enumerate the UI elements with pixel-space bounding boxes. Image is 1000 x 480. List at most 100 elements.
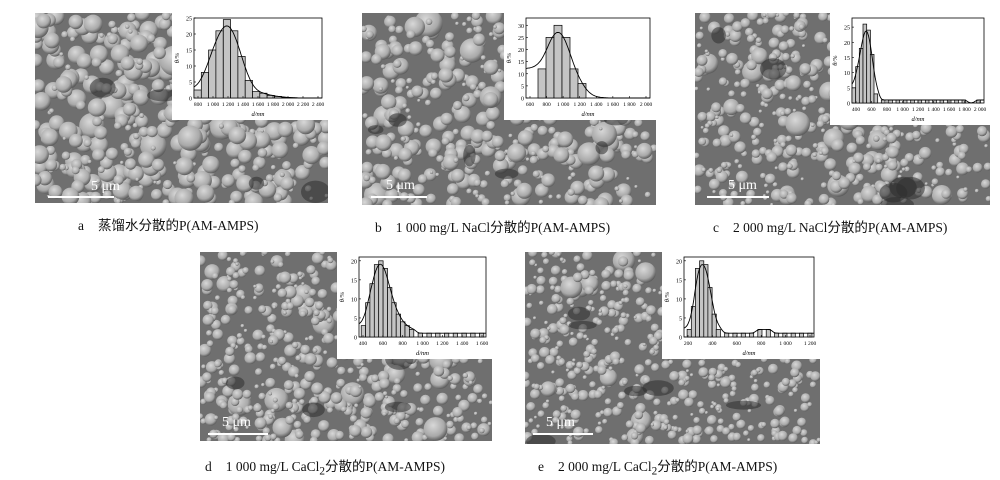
sem-particle [772, 111, 777, 116]
caption-letter: a [78, 218, 84, 233]
sem-particle [404, 438, 409, 441]
sem-particle [810, 123, 815, 127]
sem-particle [401, 419, 410, 429]
sem-particle [526, 402, 536, 412]
sem-particle [785, 135, 792, 142]
sem-particle [35, 92, 51, 111]
sem-particle [271, 141, 289, 159]
x-tick-label: 2 400 [312, 102, 325, 108]
sem-particle [528, 418, 534, 424]
sem-particle [548, 276, 558, 286]
sem-particle [151, 79, 165, 93]
sem-particle [555, 378, 565, 388]
sem-particle [299, 399, 305, 405]
sem-particle [618, 357, 625, 364]
sem-particle [218, 123, 224, 129]
x-tick-label: 1 000 [416, 341, 429, 347]
sem-particle [380, 64, 386, 69]
sem-particle [391, 389, 397, 396]
sem-particle [618, 256, 629, 267]
sem-particle [395, 25, 404, 34]
sem-particle [244, 345, 253, 354]
histogram-bar [378, 260, 384, 338]
sem-particle [83, 138, 92, 147]
sem-particle [473, 179, 481, 187]
x-tick-label: 2 200 [297, 102, 310, 108]
histogram-bar [382, 268, 388, 338]
sem-particle [150, 145, 156, 151]
caption-suffix: 分散的P(AM-AMPS) [657, 459, 778, 474]
y-tick-label: 10 [844, 71, 850, 77]
sem-particle [230, 342, 236, 349]
sem-particle [135, 177, 139, 182]
sem-particle [957, 151, 966, 160]
sem-particle [737, 164, 743, 169]
sem-particle [418, 407, 424, 413]
sem-particle [311, 252, 324, 265]
sem-particle [751, 138, 760, 146]
sem-particle [668, 359, 674, 365]
sem-particle [618, 391, 626, 400]
y-tick-label: 0 [679, 336, 682, 342]
sem-particle [554, 285, 562, 294]
sem-particle [300, 344, 311, 355]
sem-particle [818, 13, 828, 22]
y-tick-label: 5 [521, 84, 524, 90]
sem-void [568, 320, 597, 330]
sem-particle [254, 417, 267, 430]
sem-particle [480, 64, 485, 69]
sem-particle [253, 284, 257, 288]
sem-particle [551, 293, 561, 304]
sem-particle [599, 410, 605, 415]
sem-particle [838, 177, 851, 190]
y-tick-label: 0 [189, 97, 192, 103]
sem-particle [824, 158, 837, 171]
sem-particle [886, 132, 897, 144]
sem-particle [347, 367, 354, 374]
sem-particle [984, 144, 988, 148]
sem-particle [704, 49, 709, 53]
x-tick-label: 1 200 [912, 107, 925, 113]
sem-particle [780, 25, 790, 34]
sem-particle [293, 420, 302, 429]
y-tick-label: 10 [351, 297, 357, 303]
sem-particle [701, 167, 706, 172]
sem-particle [800, 177, 804, 181]
sem-particle [226, 257, 232, 262]
sem-particle [740, 78, 750, 89]
sem-particle [597, 365, 607, 375]
sem-particle [642, 342, 646, 347]
sem-particle [393, 417, 400, 425]
sem-particle [291, 341, 299, 349]
sem-particle [295, 430, 304, 439]
sem-particle [731, 386, 737, 392]
sem-particle [444, 45, 456, 58]
sem-particle [723, 366, 729, 372]
sem-particle [663, 418, 670, 425]
sem-particle [526, 283, 537, 295]
sem-particle [59, 52, 64, 57]
sem-particle [236, 337, 245, 346]
y-axis-label: θ/% [506, 52, 513, 63]
y-tick-label: 20 [844, 41, 850, 47]
histogram-bar [715, 329, 721, 338]
sem-particle [254, 265, 266, 277]
sem-particle [800, 402, 810, 412]
sem-void [880, 197, 914, 205]
sem-particle [480, 55, 486, 61]
sem-particle [723, 13, 735, 24]
sem-particle [282, 161, 292, 170]
sem-particle [37, 171, 53, 186]
sem-particle [479, 180, 488, 189]
sem-particle [153, 46, 166, 60]
sem-particle [583, 428, 590, 434]
sem-particle [335, 430, 345, 440]
sem-particle [530, 354, 540, 363]
sem-particle [283, 332, 294, 344]
sem-particle [768, 363, 779, 374]
sem-particle [588, 299, 594, 306]
sem-particle [985, 196, 990, 202]
scale-label: 5 μm [546, 415, 575, 430]
sem-void [367, 125, 384, 135]
sem-particle [625, 420, 634, 429]
